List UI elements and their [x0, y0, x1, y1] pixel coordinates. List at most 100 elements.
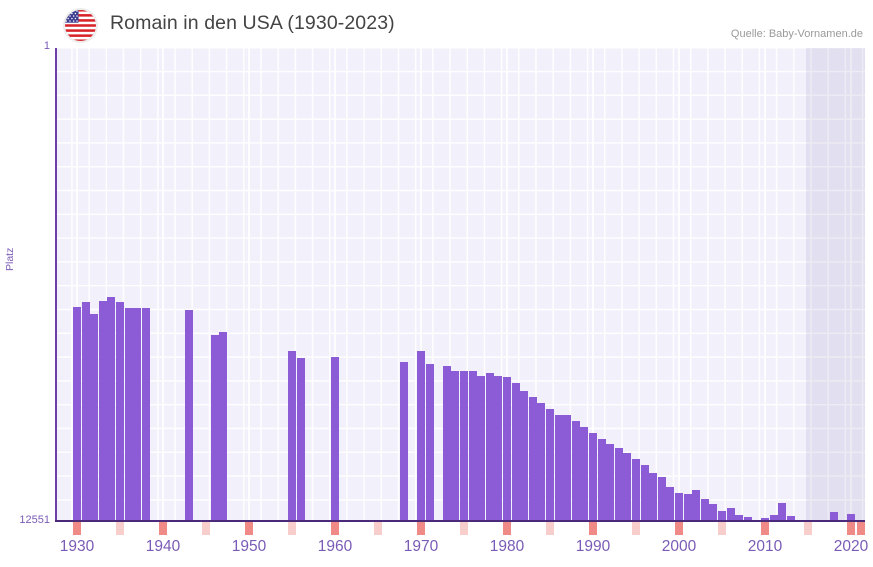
bar[interactable]	[477, 376, 486, 521]
x-axis-tick-label: 1930	[59, 538, 95, 555]
bar[interactable]	[141, 308, 150, 521]
bar[interactable]	[485, 373, 494, 521]
bar[interactable]	[210, 335, 219, 521]
bar[interactable]	[73, 307, 81, 521]
bar[interactable]	[718, 511, 726, 521]
bar[interactable]	[589, 433, 597, 521]
bar[interactable]	[451, 371, 460, 521]
x-tickmark-major	[73, 522, 81, 535]
bar[interactable]	[296, 358, 305, 521]
bar[interactable]	[563, 415, 572, 521]
bar[interactable]	[675, 493, 683, 521]
x-axis-tick-label: 1950	[231, 538, 267, 555]
bar[interactable]	[460, 371, 468, 521]
bar[interactable]	[468, 371, 477, 521]
plot-area	[55, 48, 865, 521]
x-tickmark-major	[857, 522, 865, 535]
y-axis-bottom-label: 12551	[19, 514, 50, 526]
x-axis-tick-label: 1960	[317, 538, 353, 555]
bar[interactable]	[580, 427, 589, 521]
bar[interactable]	[116, 302, 124, 521]
bar[interactable]	[761, 518, 769, 521]
x-tickmark-major	[159, 522, 167, 535]
y-axis-title: Platz	[4, 247, 16, 271]
bar[interactable]	[417, 351, 425, 521]
bar[interactable]	[442, 366, 451, 521]
bar[interactable]	[735, 515, 744, 521]
bar[interactable]	[425, 364, 434, 521]
bar[interactable]	[623, 453, 632, 521]
bar[interactable]	[649, 473, 658, 521]
x-tickmark-major	[589, 522, 597, 535]
x-axis-tickmarks	[55, 522, 865, 535]
x-tickmark-minor	[546, 522, 554, 535]
x-axis-line	[55, 520, 865, 522]
y-axis-line	[55, 48, 57, 521]
x-axis-tick-label: 1990	[575, 538, 611, 555]
x-tickmark-major	[331, 522, 339, 535]
bar[interactable]	[692, 490, 701, 521]
bar[interactable]	[494, 376, 503, 521]
x-axis-tick-label: 2010	[747, 538, 783, 555]
x-tickmark-minor	[202, 522, 210, 535]
x-tickmark-major	[417, 522, 425, 535]
bar[interactable]	[124, 308, 133, 521]
bar[interactable]	[520, 391, 529, 521]
source-label: Quelle: Baby-Vornamen.de	[730, 28, 863, 40]
page-title: Romain in den USA (1930-2023)	[110, 12, 395, 34]
shaded-no-data-region	[806, 48, 865, 521]
x-tickmark-minor	[632, 522, 640, 535]
bar[interactable]	[528, 397, 537, 521]
x-tickmark-minor	[374, 522, 382, 535]
bar[interactable]	[683, 494, 692, 521]
x-tickmark-minor	[718, 522, 726, 535]
bar[interactable]	[331, 357, 339, 521]
bar[interactable]	[90, 314, 99, 521]
bar[interactable]	[657, 477, 666, 521]
bar[interactable]	[606, 444, 615, 521]
bar[interactable]	[847, 514, 855, 521]
x-axis-labels: 1930 1940 1950 1960 1970 1980 1990 2000 2010 2020	[0, 538, 873, 562]
bar[interactable]	[597, 439, 606, 521]
x-axis-tick-label: 1940	[145, 538, 181, 555]
bar[interactable]	[511, 383, 520, 521]
bar[interactable]	[107, 297, 116, 521]
bar[interactable]	[571, 421, 580, 521]
x-axis-tick-label: 2020	[833, 538, 869, 555]
x-tickmark-minor	[288, 522, 296, 535]
bar[interactable]	[133, 308, 142, 521]
x-axis-tick-label: 1970	[403, 538, 439, 555]
bar[interactable]	[778, 503, 787, 521]
bar[interactable]	[399, 362, 408, 521]
bar[interactable]	[769, 515, 778, 521]
bar[interactable]	[666, 487, 675, 521]
bar[interactable]	[554, 415, 563, 521]
bar[interactable]	[219, 332, 228, 521]
x-axis-tick-label: 2000	[661, 538, 697, 555]
bar[interactable]	[829, 512, 838, 521]
bar[interactable]	[726, 508, 735, 521]
x-tickmark-minor	[116, 522, 124, 535]
bar[interactable]	[640, 465, 649, 521]
x-tickmark-major	[675, 522, 683, 535]
bar[interactable]	[786, 516, 795, 521]
bar[interactable]	[537, 403, 546, 521]
bar[interactable]	[288, 351, 296, 521]
bar[interactable]	[709, 504, 718, 521]
bar[interactable]	[184, 310, 193, 521]
bar[interactable]	[546, 409, 554, 521]
bar[interactable]	[632, 459, 640, 521]
bar[interactable]	[98, 301, 107, 521]
bar-series	[55, 48, 865, 521]
bar[interactable]	[743, 517, 752, 521]
bar[interactable]	[614, 448, 623, 521]
y-axis-top-label: 1	[43, 40, 50, 52]
bar[interactable]	[700, 499, 709, 521]
bar[interactable]	[81, 302, 90, 521]
x-tickmark-major	[847, 522, 855, 535]
us-flag-circle-icon	[64, 9, 97, 42]
x-tickmark-major	[761, 522, 769, 535]
bar[interactable]	[503, 377, 511, 521]
x-tickmark-minor	[460, 522, 468, 535]
